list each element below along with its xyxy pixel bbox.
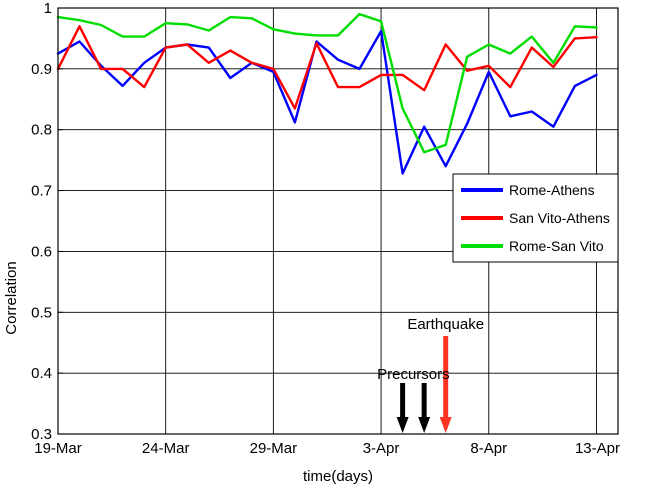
y-tick-label: 0.5 [31, 304, 52, 321]
precursor-arrow-head [418, 417, 431, 433]
x-tick-label: 13-Apr [575, 440, 620, 457]
legend-label-rome-san-vito: Rome-San Vito [509, 238, 604, 254]
precursors-label: Precursors [377, 366, 450, 383]
series-lines [56, 12, 598, 175]
x-tick-label: 29-Mar [250, 440, 298, 457]
y-tick-label: 0.9 [31, 61, 52, 78]
x-tick-label: 19-Mar [34, 440, 82, 457]
y-tick-label: 0.3 [31, 426, 52, 443]
precursor-arrow-head [396, 417, 409, 433]
x-axis: 19-Mar 24-Mar 29-Mar 3-Apr 8-Apr 13-Apr [34, 440, 620, 457]
series-line-rome-athens [56, 29, 598, 175]
earthquake-arrow-head [439, 417, 452, 433]
x-tick-label: 24-Mar [142, 440, 190, 457]
y-axis-title: Correlation [3, 261, 20, 334]
earthquake-label: Earthquake [407, 316, 484, 333]
y-tick-label: 0.4 [31, 365, 52, 382]
x-tick-label: 3-Apr [363, 440, 400, 457]
y-axis: 0.3 0.4 0.5 0.6 0.7 0.8 0.9 1 [31, 0, 63, 443]
y-tick-label: 0.8 [31, 122, 52, 139]
annotation-arrows: Earthquake Precursors [377, 316, 484, 433]
legend: Rome-Athens San Vito-Athens Rome-San Vito [452, 173, 619, 263]
x-axis-title: time(days) [303, 468, 373, 485]
y-tick-label: 0.6 [31, 243, 52, 260]
series-line-san-vito-athens [56, 25, 598, 110]
x-tick-label: 8-Apr [470, 440, 507, 457]
legend-label-san-vito-athens: San Vito-Athens [509, 210, 610, 226]
y-tick-label: 0.7 [31, 183, 52, 200]
y-tick-label: 1 [44, 0, 52, 17]
legend-label-rome-athens: Rome-Athens [509, 182, 595, 198]
series-line-rome-san-vito [56, 12, 598, 154]
